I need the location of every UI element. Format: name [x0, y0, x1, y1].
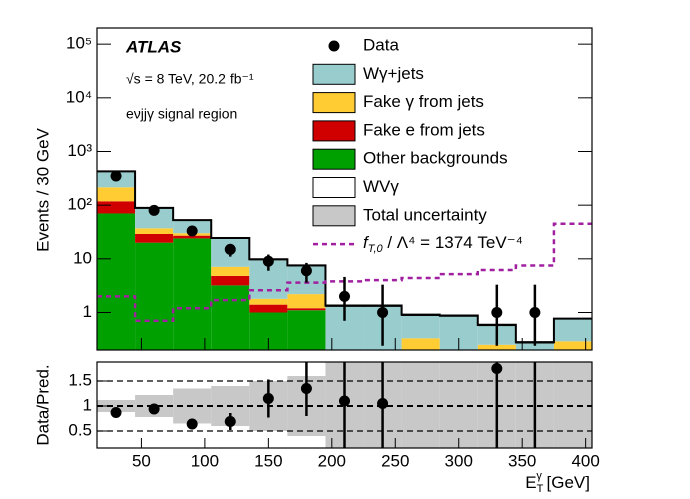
histogram-segment — [477, 344, 516, 350]
ratio-point — [491, 363, 503, 374]
legend-label: Data — [363, 35, 399, 54]
x-tick-label: 250 — [381, 451, 409, 470]
legend-label: fT,0 / Λ⁴ = 1374 TeV⁻⁴ — [363, 234, 523, 255]
data-point — [491, 306, 503, 318]
legend-label: Fake e from jets — [363, 120, 485, 139]
histogram-segment — [135, 228, 174, 235]
x-label-sup: γ — [536, 470, 542, 482]
x-label-main: E — [525, 473, 536, 492]
histogram-segment — [211, 275, 250, 286]
energy-label: √s = 8 TeV, 20.2 fb⁻¹ — [126, 71, 254, 87]
histogram-segment — [287, 294, 326, 309]
x-axis-label: ETγ [GeV] — [525, 470, 590, 495]
data-point — [110, 170, 122, 182]
y-axis-label: Events / 30 GeV — [33, 127, 52, 251]
legend-label-part: / Λ⁴ = 1374 TeV⁻⁴ — [383, 234, 523, 253]
histogram-segment — [211, 266, 250, 276]
data-point — [529, 306, 541, 318]
x-tick-label: 200 — [318, 451, 346, 470]
legend-label: Total uncertainty — [363, 205, 487, 224]
legend-swatch — [312, 120, 356, 142]
x-tick-label: 100 — [191, 451, 219, 470]
legend-label-part: T,0 — [368, 243, 384, 255]
data-point — [262, 255, 274, 267]
legend-swatch — [312, 205, 356, 227]
histogram-segment — [401, 338, 440, 350]
region-label: eνjjγ signal region — [126, 106, 237, 122]
legend-label: Other backgrounds — [363, 149, 508, 168]
histogram-segment — [249, 304, 288, 313]
main-plot — [97, 170, 592, 350]
ratio-y-tick-label: 1.5 — [68, 370, 92, 389]
x-tick-label: 350 — [508, 451, 536, 470]
data-point — [148, 204, 160, 216]
ratio-point — [186, 418, 198, 430]
data-point — [186, 225, 198, 237]
ratio-point — [224, 416, 236, 427]
histogram-segment — [515, 343, 554, 350]
histogram-segment — [553, 318, 592, 342]
histogram-segment — [135, 242, 174, 350]
ratio-point — [300, 383, 312, 394]
histogram-segment — [97, 201, 136, 214]
ratio-plot — [97, 271, 592, 448]
legend-label: Fake γ from jets — [363, 92, 484, 111]
data-point — [339, 290, 350, 302]
legend-marker — [328, 40, 340, 52]
legend-label: WVγ — [363, 177, 399, 196]
histogram-segment — [287, 310, 326, 350]
histogram-segment — [135, 208, 174, 229]
legend-swatch — [312, 177, 356, 198]
y-tick-label: 10² — [67, 195, 92, 214]
legend-swatch — [312, 63, 356, 85]
histogram-segment — [97, 213, 136, 350]
histogram-segment — [135, 234, 174, 243]
legend-label-part: f — [363, 234, 370, 253]
ratio-point — [377, 398, 389, 409]
ratio-point — [262, 393, 274, 404]
histogram-segment — [553, 341, 592, 350]
y-tick-label: 10⁵ — [66, 34, 92, 53]
ratio-y-tick-label: 1 — [83, 395, 92, 414]
signal-line — [97, 222, 592, 323]
data-point — [300, 265, 312, 277]
histogram-segment — [211, 285, 250, 350]
uncertainty-band — [97, 400, 136, 412]
y-tick-label: 10 — [73, 248, 92, 267]
legend-swatch — [312, 92, 356, 114]
main-frame — [96, 27, 593, 351]
histogram-segment — [97, 187, 136, 202]
x-tick-label: 150 — [254, 451, 282, 470]
stack-outline — [97, 170, 592, 344]
ratio-point — [148, 403, 160, 415]
data-point — [224, 243, 236, 255]
ratio-point — [529, 271, 540, 282]
data-point — [377, 306, 389, 318]
histogram-segment — [173, 238, 212, 350]
ratio-y-tick-label: 0.5 — [68, 420, 92, 439]
ratio-axis-label: Data/Pred. — [33, 364, 52, 445]
x-label-sub: T — [537, 483, 544, 495]
histogram-segment — [287, 308, 326, 311]
histogram-segment — [401, 315, 440, 339]
ratio-point — [339, 395, 350, 407]
x-tick-label: 300 — [445, 451, 473, 470]
x-tick-label: 50 — [132, 451, 151, 470]
histogram-segment — [173, 235, 212, 239]
legend-label: Wγ+jets — [363, 64, 424, 83]
y-tick-label: 10³ — [67, 141, 92, 160]
legend-swatch — [312, 148, 356, 170]
x-label-unit: [GeV] — [542, 473, 590, 492]
y-tick-label: 10⁴ — [66, 87, 92, 106]
ratio-point — [110, 407, 122, 418]
x-tick-label: 400 — [571, 451, 599, 470]
histogram-segment — [249, 298, 288, 305]
ratio-frame — [96, 361, 593, 449]
atlas-label: ATLAS — [125, 37, 182, 56]
y-tick-label: 1 — [83, 302, 92, 321]
